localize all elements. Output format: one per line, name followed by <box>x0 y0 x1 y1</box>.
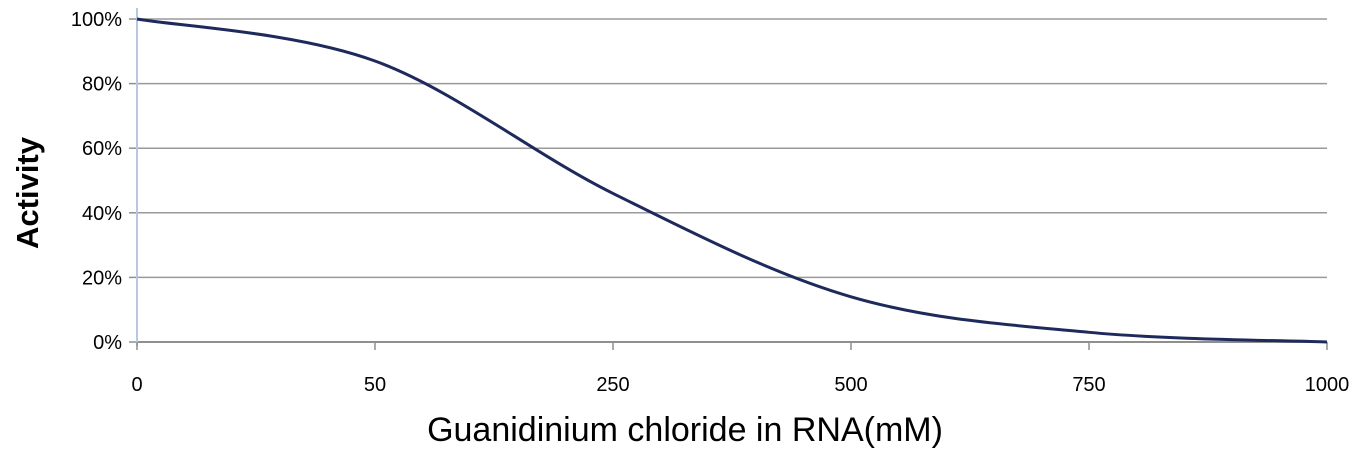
x-tick-label: 750 <box>1072 374 1105 396</box>
y-tick-label: 60% <box>82 138 122 160</box>
y-tick-label: 100% <box>71 9 122 31</box>
series-line <box>136 17 1328 344</box>
y-tick-labels: 0% 20% 40% 60% 80% 100% <box>71 9 122 354</box>
y-tick-label: 20% <box>82 267 122 289</box>
x-tick-label: 1000 <box>1305 374 1350 396</box>
x-tick-label: 250 <box>596 374 629 396</box>
x-axis-title: Guanidinium chloride in RNA(mM) <box>427 411 943 449</box>
y-axis-title: Activity <box>10 136 45 249</box>
y-tick-label: 40% <box>82 203 122 225</box>
x-tick-labels: 0 50 250 500 750 1000 <box>131 374 1349 396</box>
x-tick-label: 50 <box>364 374 386 396</box>
y-tick-label: 0% <box>93 332 122 354</box>
x-tick-label: 0 <box>131 374 142 396</box>
x-axis-ticks <box>136 342 1328 350</box>
gridlines <box>129 18 1327 343</box>
y-tick-label: 80% <box>82 74 122 96</box>
x-tick-label: 500 <box>834 374 867 396</box>
